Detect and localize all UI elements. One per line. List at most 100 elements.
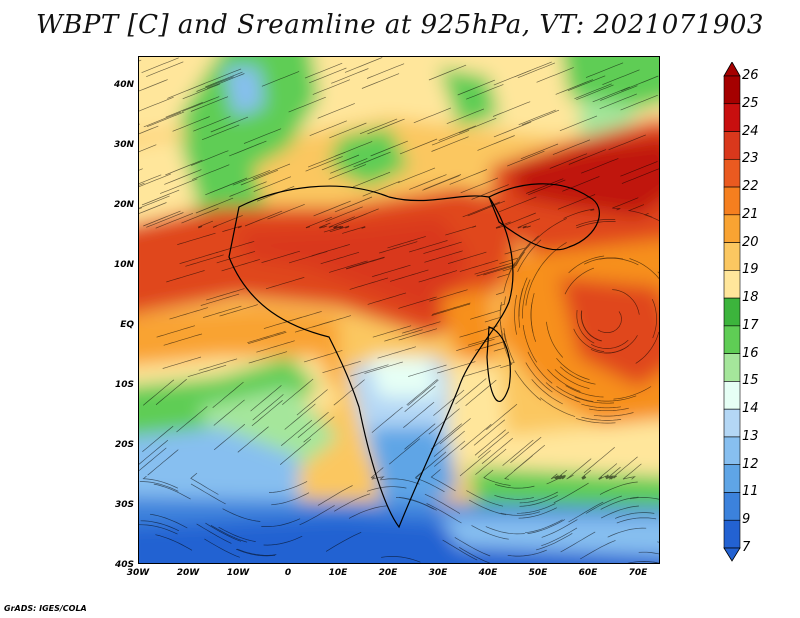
streamline — [229, 140, 267, 157]
streamline — [190, 472, 219, 495]
streamline — [507, 150, 545, 167]
streamline — [218, 526, 256, 542]
streamline — [536, 67, 574, 83]
streamline — [329, 122, 367, 139]
streamline — [153, 483, 191, 500]
lon-label: 40E — [478, 568, 498, 578]
streamline — [599, 93, 637, 110]
streamline — [401, 321, 441, 334]
streamline — [546, 474, 566, 485]
streamline — [404, 423, 436, 450]
streamline — [190, 483, 226, 505]
streamline — [139, 144, 157, 153]
streamline — [159, 178, 198, 194]
streamline — [459, 259, 499, 272]
streamline — [380, 478, 420, 485]
streamline — [528, 179, 566, 196]
streamline — [406, 379, 438, 406]
streamline — [348, 505, 387, 519]
streamline — [333, 225, 342, 229]
colorbar-label: 14 — [742, 401, 759, 417]
streamline — [424, 493, 461, 514]
colorbar-top-arrow — [723, 62, 741, 77]
streamline — [205, 522, 242, 542]
colorbar-swatch — [723, 436, 741, 466]
streamline — [600, 505, 639, 519]
streamline — [431, 303, 471, 316]
streamline — [139, 174, 162, 185]
streamline — [621, 75, 659, 92]
streamline — [522, 325, 538, 363]
streamline — [518, 507, 557, 519]
colorbar-label: 18 — [742, 290, 759, 306]
colorbar-swatch — [723, 325, 741, 354]
streamline — [567, 75, 606, 92]
lat-label: 40S — [114, 560, 134, 570]
streamline — [331, 68, 369, 84]
streamline — [469, 302, 502, 320]
streamline — [212, 381, 244, 408]
streamline — [599, 257, 639, 266]
streamline — [526, 178, 564, 194]
streamline — [493, 121, 532, 138]
streamline — [182, 83, 220, 100]
streamline — [342, 226, 366, 234]
streamline — [197, 220, 214, 229]
streamline — [142, 475, 179, 489]
streamline — [329, 225, 350, 233]
streamline — [424, 250, 463, 263]
streamline — [176, 406, 208, 433]
streamline — [279, 438, 312, 465]
lat-label: EQ — [120, 320, 134, 330]
colorbar-bottom-arrow — [723, 547, 741, 562]
streamline — [367, 292, 407, 305]
streamline — [283, 311, 322, 324]
streamline — [205, 71, 243, 88]
streamline — [514, 370, 542, 401]
streamline — [203, 68, 242, 85]
streamline — [447, 251, 487, 264]
streamline — [192, 164, 230, 180]
colorbar-swatch — [723, 242, 741, 271]
streamline — [325, 206, 363, 223]
streamline — [408, 364, 447, 377]
streamline — [581, 416, 622, 421]
streamline — [575, 218, 616, 227]
streamline — [201, 124, 240, 141]
streamline — [309, 120, 347, 137]
streamline — [271, 492, 310, 506]
streamline — [328, 216, 355, 228]
streamline — [366, 486, 407, 492]
lat-label: 10N — [113, 260, 134, 270]
streamline — [307, 151, 346, 168]
streamline — [237, 426, 269, 453]
streamline — [576, 309, 595, 344]
colorbar-label: 9 — [742, 512, 751, 528]
streamline — [146, 111, 185, 128]
streamline — [614, 512, 655, 519]
streamline — [352, 171, 391, 188]
streamline — [141, 57, 179, 74]
streamline — [423, 174, 462, 190]
streamline — [139, 96, 174, 112]
streamline — [433, 430, 465, 457]
streamline — [191, 150, 229, 166]
streamline — [346, 257, 385, 270]
colorbar-label: 20 — [742, 234, 759, 250]
streamline — [500, 511, 541, 516]
streamline — [520, 143, 559, 160]
streamline — [517, 62, 556, 79]
streamline — [554, 369, 590, 389]
streamline — [297, 411, 329, 438]
colorbar-swatch — [723, 103, 741, 132]
streamline — [222, 225, 242, 233]
streamline — [598, 463, 618, 480]
streamline — [616, 517, 657, 524]
streamline — [471, 184, 509, 200]
streamline — [574, 83, 612, 100]
streamline — [549, 153, 588, 169]
streamline — [430, 469, 456, 492]
streamline — [362, 180, 400, 197]
streamline — [146, 61, 184, 78]
streamline — [556, 357, 590, 380]
